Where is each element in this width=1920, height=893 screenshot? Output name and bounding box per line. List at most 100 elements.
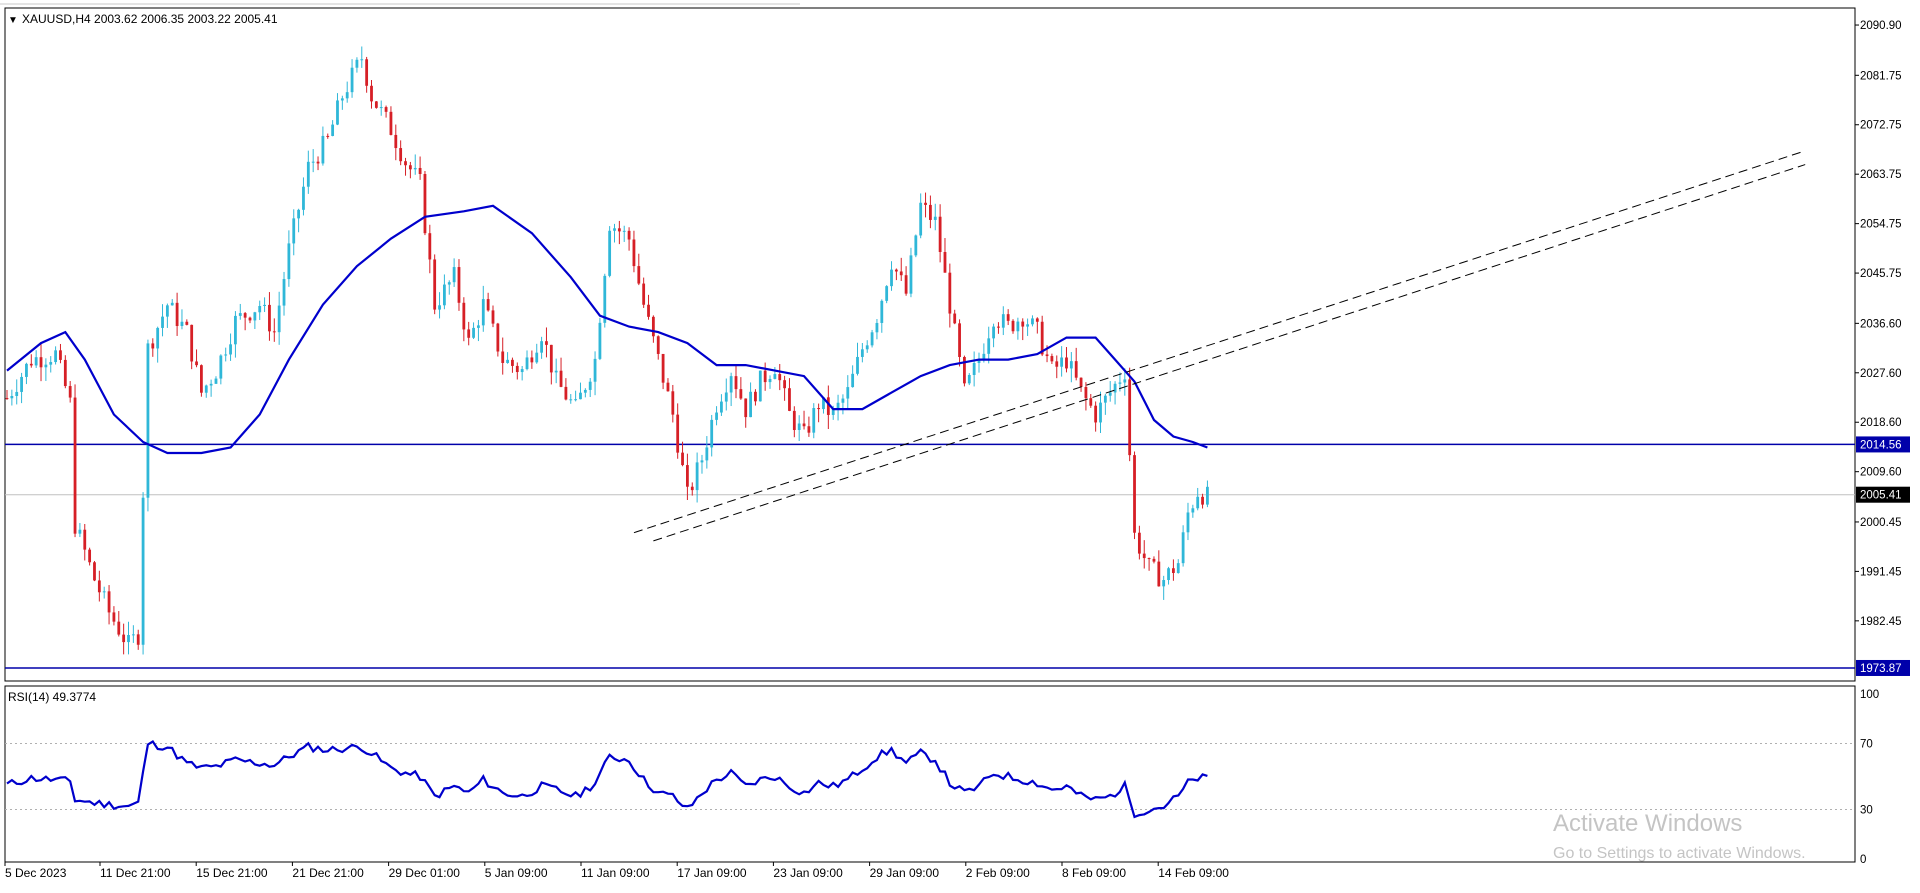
candle-body <box>399 148 403 162</box>
candle-body <box>690 486 694 491</box>
candle-body <box>477 325 480 328</box>
candle-body <box>204 385 208 393</box>
candle-body <box>1133 455 1136 533</box>
candle-body <box>1206 486 1209 505</box>
candle-body <box>1118 382 1122 384</box>
time-tick-label: 14 Feb 09:00 <box>1158 866 1229 880</box>
candle-body <box>404 161 407 166</box>
trendline-1[interactable] <box>653 164 1806 542</box>
candle-body <box>117 621 121 635</box>
candle-body <box>938 216 942 253</box>
candle-body <box>1152 558 1156 562</box>
candle-body <box>545 341 548 345</box>
candle-body <box>287 243 291 280</box>
candle-body <box>875 322 879 333</box>
trendline-0[interactable] <box>633 150 1806 534</box>
candle-body <box>899 271 903 276</box>
candle-body <box>165 305 169 317</box>
candle-body <box>783 380 786 389</box>
candle-body <box>1094 405 1098 423</box>
candle-body <box>1167 568 1170 581</box>
candle-body <box>632 239 636 267</box>
candle-body <box>272 331 276 333</box>
candle-body <box>1089 398 1093 406</box>
candle-body <box>423 174 427 234</box>
candle-body <box>700 460 704 463</box>
candle-body <box>593 358 597 382</box>
candle-body <box>1060 357 1064 367</box>
candle-body <box>773 374 777 379</box>
hline-price-tag-0 <box>1856 436 1910 453</box>
candle-body <box>579 392 582 400</box>
candle-body <box>569 399 573 401</box>
candle-body <box>564 386 568 400</box>
candle-body <box>374 101 378 108</box>
candle-body <box>870 332 874 346</box>
candle-body <box>661 353 665 383</box>
candle-body <box>802 423 806 427</box>
candle-body <box>97 580 101 593</box>
candle-body <box>1026 324 1029 327</box>
candle-body <box>443 284 446 306</box>
candle-body <box>963 356 966 384</box>
candle-body <box>647 304 650 317</box>
current-price-label: 2005.41 <box>1860 490 1902 502</box>
price-tick-label: 1982.45 <box>1860 616 1902 628</box>
candle-body <box>1001 314 1005 328</box>
price-tick-label: 2018.60 <box>1860 417 1902 429</box>
candle-body <box>1108 392 1112 396</box>
collapse-triangle-icon[interactable]: ▼ <box>8 15 18 26</box>
axes: 2090.90 2081.75 2072.75 2063.75 2054.75 2045.… <box>4 20 1902 880</box>
candle-body <box>1196 496 1200 509</box>
candle-body <box>408 165 412 170</box>
candle-body <box>54 350 57 363</box>
candle-body <box>200 365 203 393</box>
candle-body <box>734 376 738 390</box>
candle-body <box>1157 561 1161 587</box>
candle-body <box>603 275 607 323</box>
candle-body <box>1172 568 1175 573</box>
candle-body <box>1201 496 1204 505</box>
candle-body <box>1162 580 1166 587</box>
price-plot[interactable]: 2014.56 1973.87 2005.41 <box>5 46 1910 676</box>
candle-body <box>778 374 782 381</box>
candle-body <box>190 324 194 362</box>
candle-body <box>127 634 130 643</box>
candle-body <box>1035 318 1039 322</box>
candle-body <box>851 373 855 388</box>
candle-body <box>292 218 296 244</box>
candle-body <box>345 92 349 99</box>
candle-body <box>676 414 680 453</box>
candle-body <box>161 316 164 328</box>
candle-body <box>1079 377 1083 387</box>
candle-body <box>836 402 840 409</box>
rsi-label: RSI(14) 49.3774 <box>8 690 96 704</box>
rsi-line[interactable] <box>6 739 1208 819</box>
current-price-tag <box>1856 486 1910 503</box>
candle-body <box>744 398 748 418</box>
price-tick-label: 2072.75 <box>1860 120 1902 132</box>
candle-body <box>141 497 145 645</box>
rsi-plot[interactable] <box>5 739 1855 819</box>
candle-body <box>316 161 320 164</box>
candle-body <box>929 204 932 220</box>
candle-body <box>540 341 543 353</box>
moving-average-line[interactable] <box>6 204 1208 455</box>
candle-body <box>49 362 53 365</box>
candle-body <box>1040 321 1044 355</box>
candle-body <box>467 329 471 338</box>
candle-body <box>788 388 791 411</box>
candle-body <box>977 360 981 364</box>
candle-body <box>1055 361 1059 367</box>
candle-body <box>365 59 369 86</box>
candle-body <box>1021 321 1025 327</box>
candle-body <box>525 357 529 370</box>
candle-body <box>671 391 675 415</box>
candle-body <box>841 398 845 403</box>
candle-body <box>29 363 33 366</box>
candle-body <box>549 344 553 373</box>
candle-body <box>297 209 300 219</box>
hline-price-label-0: 2014.56 <box>1860 439 1902 451</box>
candle-body <box>797 423 801 431</box>
